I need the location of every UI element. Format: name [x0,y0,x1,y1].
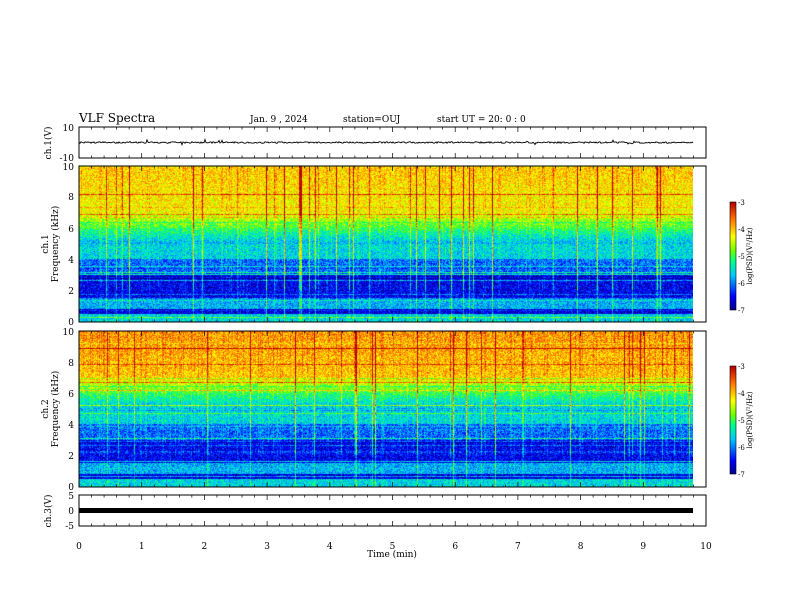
xtick-10: 10 [700,542,712,552]
cb1-tick-m6: -6 [738,280,745,288]
cb1-label: log(PSD)(V²/Hz) [746,227,754,284]
xtick-8: 8 [578,542,584,552]
cb2-tick-m6: -6 [738,444,745,452]
cb1-tick-m4: -4 [738,226,745,234]
x-tick-labels: 0 1 2 3 4 5 6 7 8 9 10 [76,542,712,552]
s1-ytick-2: 2 [68,287,74,297]
cb1-tick-m3: -3 [738,199,745,207]
s1-ylabel: Frequency (kHz) [50,206,61,283]
ch3-ytick-bottom: -5 [65,522,74,532]
ch1-ytick-top: 10 [63,124,75,134]
cb2-tick-m5: -5 [738,417,745,425]
xtick-0: 0 [76,542,82,552]
xtick-5: 5 [390,542,396,552]
xtick-9: 9 [640,542,646,552]
s1-ytick-10: 10 [63,163,75,173]
s2-ytick-8: 8 [68,359,74,369]
axis-ticks [78,127,707,526]
ch2-colorbar-frame [729,365,737,475]
ch3-ylabel: ch.3(V) [43,495,54,528]
s2-ylabel: Frequency (kHz) [50,371,61,448]
start-time-label: start UT = 20: 0 : 0 [437,115,526,125]
cb2-tick-m7: -7 [738,471,745,479]
ch1-colorbar [730,202,736,310]
ch1-ylabel: ch.1(V) [43,127,54,160]
cb1-tick-m7: -7 [738,307,745,315]
cb2-tick-m4: -4 [738,390,745,398]
s1-ytick-8: 8 [68,193,74,203]
s1-ytick-6: 6 [68,225,74,235]
ch1-colorbar-frame [729,201,737,311]
s2-ytick-6: 6 [68,390,74,400]
xtick-4: 4 [327,542,333,552]
s2-ytick-4: 4 [68,421,74,431]
s2-channel-label: ch.2 [41,399,51,418]
ch1-ytick-bottom: -10 [60,154,75,164]
figure-title: VLF Spectra [78,111,155,125]
xtick-2: 2 [202,542,208,552]
xtick-1: 1 [139,542,145,552]
cb2-tick-m3: -3 [738,363,745,371]
ch1-spectrogram-image [79,166,693,322]
xtick-7: 7 [515,542,521,552]
s2-ytick-0: 0 [68,483,74,493]
xtick-3: 3 [264,542,270,552]
xtick-6: 6 [452,542,458,552]
x-axis-label: Time (min) [367,549,417,560]
ch1-waveform-trace [78,138,694,146]
date-label: Jan. 9 , 2024 [249,115,308,125]
s1-ytick-0: 0 [68,318,74,328]
ch3-ytick-top: 5 [68,492,74,502]
s2-ytick-10: 10 [63,328,75,338]
ch3-ytick-mid: 0 [68,507,74,517]
cb1-tick-m5: -5 [738,253,745,261]
s1-ytick-4: 4 [68,256,74,266]
ch3-waveform-trace [79,508,693,513]
s2-ytick-2: 2 [68,452,74,462]
cb2-label: log(PSD)(V²/Hz) [746,391,754,448]
s1-channel-label: ch.1 [41,234,51,253]
ch2-colorbar [730,366,736,474]
ch2-spectrogram-image [79,331,693,487]
station-label: station=OUJ [343,115,401,125]
